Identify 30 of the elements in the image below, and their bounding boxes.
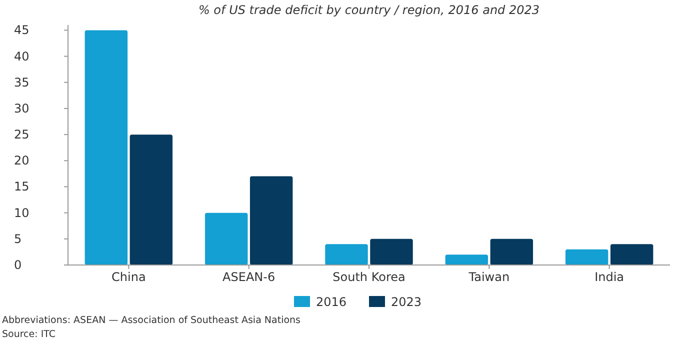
legend-label: 2023: [391, 295, 422, 309]
y-tick-label: 15: [14, 180, 30, 194]
bar: [250, 176, 293, 265]
y-tick-label: 5: [14, 232, 22, 246]
x-tick-label: Taiwan: [468, 270, 510, 284]
bar: [610, 244, 654, 265]
bar: [325, 244, 368, 265]
y-tick-label: 20: [14, 154, 30, 168]
legend-label: 2016: [316, 295, 347, 309]
bar: [445, 254, 488, 265]
y-tick-label: 0: [14, 258, 22, 272]
x-tick-label: China: [112, 270, 146, 284]
x-tick-label: ASEAN-6: [222, 270, 276, 284]
bar: [130, 134, 173, 265]
y-tick-label: 35: [14, 75, 30, 90]
y-tick-label: 25: [14, 128, 30, 142]
bar: [204, 212, 248, 265]
x-tick-label: India: [594, 270, 624, 284]
bar: [84, 30, 128, 265]
chart-title: % of US trade deficit by country / region, 2016 and 2023: [198, 3, 540, 17]
y-tick-label: 45: [14, 23, 30, 38]
source-note: Source: ITC: [2, 329, 56, 340]
y-tick-label: 30: [14, 101, 30, 116]
y-tick-label: 40: [14, 49, 30, 64]
y-tick-label: 10: [14, 206, 30, 220]
bar: [490, 238, 534, 265]
bar: [565, 249, 608, 265]
text: Abbreviations: ASEAN — Association of Southeast Asia Nations: [2, 315, 301, 326]
bar: [370, 238, 413, 265]
x-tick-label: South Korea: [332, 270, 406, 284]
